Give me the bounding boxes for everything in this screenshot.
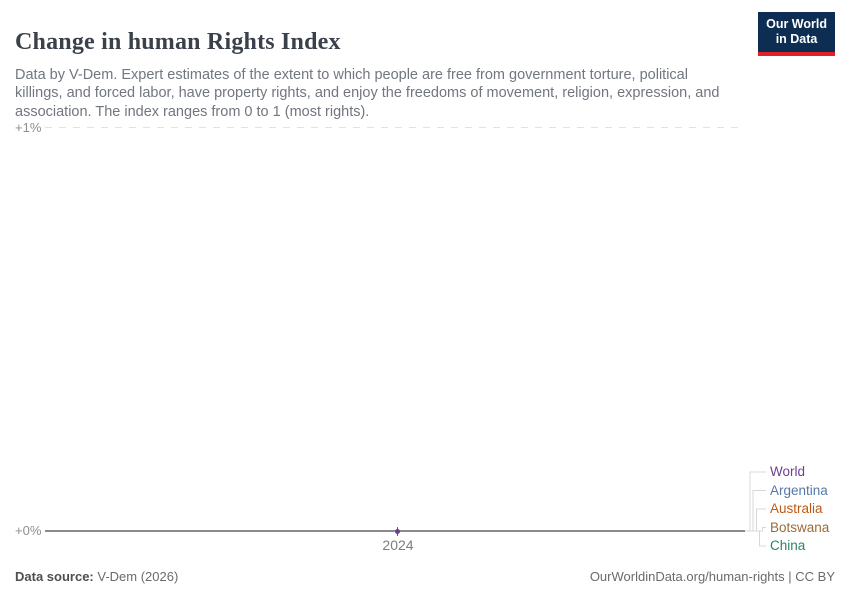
- x-axis-tick-2024: 2024: [382, 537, 414, 553]
- owid-logo-line1: Our World: [766, 17, 827, 31]
- chart-title: Change in human Rights Index: [15, 29, 341, 56]
- data-point-marker[interactable]: [395, 528, 400, 534]
- chart-subtitle: Data by V-Dem. Expert estimates of the e…: [15, 66, 720, 120]
- legend-connector-world: [745, 471, 766, 532]
- y-axis-label-top: +1%: [15, 120, 42, 135]
- footer-source-label: Data source:: [15, 569, 94, 584]
- legend-connector-china: [745, 530, 766, 547]
- gridline-plus1pct: [45, 127, 745, 128]
- legend-label-world[interactable]: World: [770, 464, 806, 479]
- footer-attribution: OurWorldinData.org/human-rights | CC BY: [590, 569, 835, 584]
- y-axis-label-bottom: +0%: [15, 523, 42, 538]
- footer-license: CC BY: [795, 569, 835, 584]
- legend-label-china[interactable]: China: [770, 538, 806, 553]
- footer-separator: |: [784, 569, 796, 584]
- owid-logo-line2: in Data: [775, 32, 818, 47]
- legend-connector-australia: [745, 508, 766, 532]
- legend-label-botswana[interactable]: Botswana: [770, 519, 830, 535]
- footer-link[interactable]: OurWorldinData.org/human-rights: [589, 569, 785, 584]
- legend-label-argentina[interactable]: Argentina: [770, 482, 828, 498]
- legend-connector-botswana: [745, 527, 766, 532]
- footer-source-value: V-Dem (2026): [93, 569, 179, 584]
- legend-label-australia[interactable]: Australia: [770, 501, 823, 516]
- legend-connector-argentina: [745, 490, 766, 532]
- footer-source: Data source: V-Dem (2026): [15, 569, 178, 584]
- owid-logo: Our World in Data: [758, 12, 835, 56]
